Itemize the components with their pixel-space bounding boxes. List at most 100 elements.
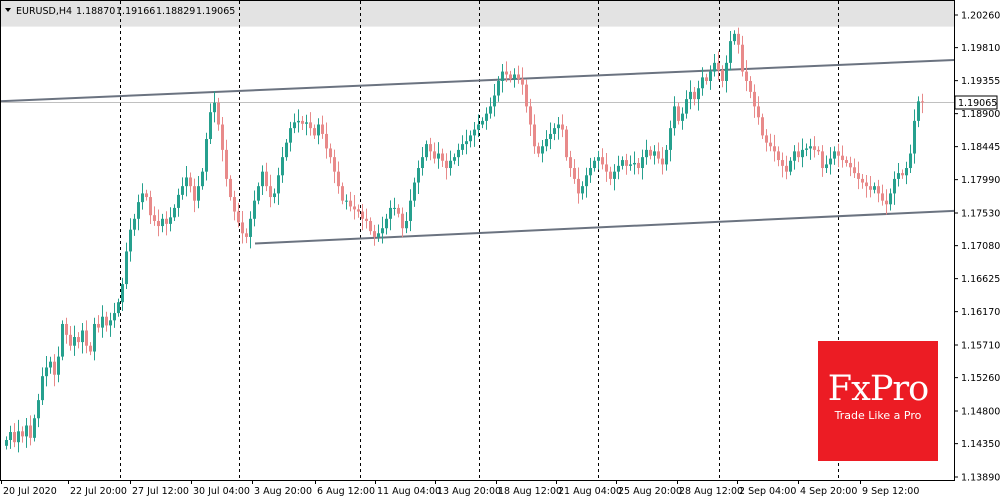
candle-body xyxy=(529,106,532,125)
candle-body xyxy=(705,77,708,81)
current-price-box xyxy=(954,95,998,110)
candle-body xyxy=(845,160,848,163)
candle-body xyxy=(281,157,284,176)
candle-body xyxy=(513,74,516,79)
candle-body xyxy=(65,323,68,335)
candle-body xyxy=(17,431,20,443)
current-price-label: 1.19065 xyxy=(958,98,997,109)
candle-body xyxy=(429,144,432,152)
candle-body xyxy=(549,133,552,140)
candle-body xyxy=(713,62,716,72)
candle-body xyxy=(873,186,876,190)
candle-body xyxy=(237,211,240,223)
candle-body xyxy=(245,233,248,237)
candle-body xyxy=(481,120,484,125)
candle-body xyxy=(921,101,924,103)
candle-body xyxy=(729,41,732,63)
candle-body xyxy=(501,71,504,81)
candle-body xyxy=(357,209,360,212)
candle-body xyxy=(833,151,836,159)
candle-body xyxy=(33,418,36,438)
candle-body xyxy=(49,361,52,368)
candle-body xyxy=(225,149,228,179)
candle-body xyxy=(405,220,408,229)
candle-body xyxy=(381,228,384,234)
candle-body xyxy=(645,149,648,158)
candle-body xyxy=(329,148,332,158)
candle-body xyxy=(229,178,232,198)
candle-body xyxy=(817,149,820,152)
candle-body xyxy=(5,440,8,446)
candle-body xyxy=(317,124,320,136)
x-tick-label: 13 Aug 20:00 xyxy=(437,486,501,497)
candle-body xyxy=(217,102,220,125)
candle-body xyxy=(497,81,500,96)
channel-line xyxy=(254,209,955,245)
candle-body xyxy=(801,149,804,158)
candle-body xyxy=(741,44,744,72)
x-tick-label: 30 Jul 04:00 xyxy=(193,486,250,497)
candle-body xyxy=(805,148,808,150)
candle-body xyxy=(473,129,476,136)
candle-body xyxy=(441,153,444,161)
candle-body xyxy=(541,146,544,154)
y-tick-label: 1.15260 xyxy=(961,373,1000,384)
candle-body xyxy=(857,173,860,179)
highlight-band xyxy=(0,0,954,27)
candle-body xyxy=(829,158,832,165)
candle-body xyxy=(505,71,508,75)
candle-body xyxy=(825,164,828,169)
y-tick-label: 1.17990 xyxy=(961,175,1000,186)
candle-body xyxy=(545,139,548,147)
candle-body xyxy=(93,323,96,352)
candle-body xyxy=(365,218,368,221)
candle-body xyxy=(77,337,80,343)
chart-header: EURUSD,H4 1.18870 1.19166 1.18829 1.1906… xyxy=(5,6,235,17)
candle-body xyxy=(621,160,624,166)
candle-body xyxy=(269,186,272,198)
candle-body xyxy=(641,157,644,169)
candle-body xyxy=(677,106,680,121)
candle-body xyxy=(797,151,800,158)
candle-body xyxy=(73,337,76,346)
candle-body xyxy=(565,129,568,158)
candle-body xyxy=(157,220,160,227)
candle-body xyxy=(277,175,280,194)
candle-body xyxy=(761,117,764,136)
candle-body xyxy=(721,70,724,81)
x-tick-label: 9 Sep 12:00 xyxy=(862,486,919,497)
candle-body xyxy=(701,77,704,89)
candle-body xyxy=(693,91,696,100)
candle-body xyxy=(193,186,196,201)
candle-body xyxy=(697,88,700,100)
candle-body xyxy=(785,165,788,172)
channel-lines xyxy=(0,58,955,245)
candle-body xyxy=(113,313,116,321)
candle-body xyxy=(597,157,600,161)
candle-body xyxy=(865,182,868,187)
candle-body xyxy=(793,151,796,161)
candle-body xyxy=(553,128,556,134)
candle-body xyxy=(425,144,428,158)
candle-body xyxy=(881,193,884,201)
candle-body xyxy=(469,135,472,142)
candle-body xyxy=(265,171,268,187)
candle-body xyxy=(861,178,864,183)
candle-body xyxy=(109,320,112,326)
candle-body xyxy=(877,186,880,194)
candle-body xyxy=(769,142,772,147)
candle-body xyxy=(121,284,124,303)
candle-body xyxy=(853,167,856,174)
candle-body xyxy=(625,160,628,166)
candle-body xyxy=(197,186,200,201)
candle-body xyxy=(589,168,592,176)
candle-body xyxy=(29,425,32,438)
candle-body xyxy=(489,106,492,114)
candle-body xyxy=(517,74,520,79)
candle-body xyxy=(205,139,208,172)
dropdown-arrow-icon[interactable] xyxy=(5,8,11,12)
candle-body xyxy=(609,171,612,179)
candle-body xyxy=(165,218,168,224)
candle-body xyxy=(757,106,760,118)
